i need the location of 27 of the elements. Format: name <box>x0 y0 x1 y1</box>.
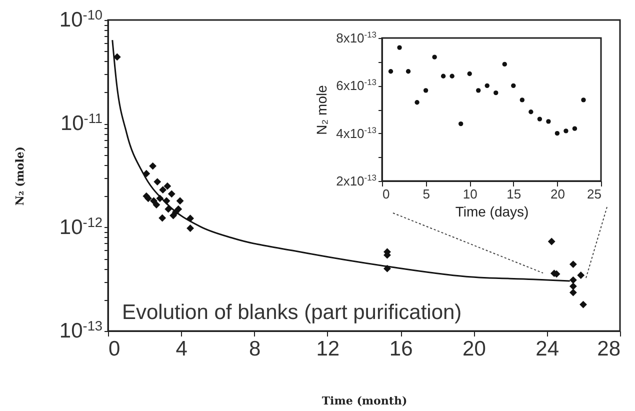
x-tick-label: 5 <box>422 186 430 202</box>
x-axis-title: Time (month) <box>322 394 408 408</box>
y-axis-title: N₂ mole <box>314 84 330 135</box>
x-tick-label: 20 <box>462 338 486 360</box>
x-tick-label: 24 <box>536 338 560 360</box>
y-tick-label: 2x10$^{-13}$ <box>336 172 377 188</box>
y-tick-label: 10$^{-13}$ <box>59 318 102 342</box>
annotation: Evolution of blanks (part purification) <box>122 301 462 324</box>
x-tick-label: 0 <box>382 186 390 202</box>
y-tick-label: 10$^{-10}$ <box>59 7 103 32</box>
y-tick-label: 10$^{-12}$ <box>59 214 102 239</box>
x-tick-label: 28 <box>597 338 620 360</box>
x-tick-label: 25 <box>587 186 602 202</box>
x-tick-label: 20 <box>550 186 565 202</box>
y-tick-label: 8x10$^{-13}$ <box>336 30 377 46</box>
y-tick-label: 10$^{-11}$ <box>60 110 102 136</box>
x-tick-label: 16 <box>389 338 413 360</box>
y-tick-label: 6x10$^{-13}$ <box>336 77 377 94</box>
x-tick-label: 15 <box>506 186 522 202</box>
y-tick-label: 4x10$^{-13}$ <box>336 124 377 141</box>
x-tick-label: 0 <box>108 338 120 360</box>
y-axis-title: N₂ (mole) <box>14 146 26 206</box>
x-tick-label: 4 <box>176 338 188 360</box>
x-tick-label: 8 <box>248 338 261 360</box>
x-tick-label: 10 <box>462 186 478 202</box>
x-axis-title: Time (days) <box>455 204 529 220</box>
x-tick-label: 12 <box>316 338 340 360</box>
